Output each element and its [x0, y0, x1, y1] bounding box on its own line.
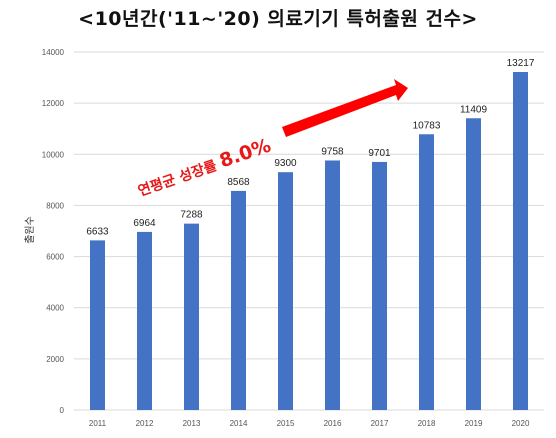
y-axis-ticks: 0 2000 4000 6000 8000 10000 12000 14000: [42, 48, 65, 415]
data-label: 6633: [86, 226, 109, 237]
growth-annotation: 연평균 성장률 8.0%: [134, 134, 273, 200]
growth-arrow-icon: [282, 79, 408, 137]
gridlines: [74, 51, 544, 411]
x-tick-label: 2018: [418, 419, 436, 428]
bar: [184, 223, 199, 410]
data-labels: 6633 6964 7288 8568 9300 9758 9701 10783 11409 13…: [86, 58, 534, 237]
x-tick-label: 2016: [324, 419, 342, 428]
x-tick-label: 2017: [371, 419, 389, 428]
bar: [513, 72, 528, 410]
y-tick-label: 6000: [46, 253, 64, 262]
data-label: 9701: [368, 148, 391, 159]
y-tick-label: 14000: [42, 48, 65, 57]
bar: [90, 240, 105, 410]
bars: [90, 72, 528, 411]
x-tick-label: 2015: [277, 419, 295, 428]
data-label: 8568: [227, 177, 250, 188]
data-label: 13217: [507, 58, 535, 69]
chart-title: <10년간('11~'20) 의료기기 특허출원 건수>: [78, 8, 478, 30]
x-tick-label: 2014: [230, 419, 248, 428]
x-tick-label: 2012: [136, 419, 154, 428]
data-label: 7288: [180, 210, 203, 221]
data-label: 10783: [413, 120, 441, 131]
data-label: 6964: [133, 218, 156, 229]
x-axis-ticks: 2011 2012 2013 2014 2015 2016 2017 2018 2019 2020: [89, 419, 530, 428]
y-tick-label: 2000: [46, 355, 64, 364]
x-tick-label: 2019: [465, 419, 483, 428]
bar: [466, 118, 481, 411]
bar: [137, 231, 152, 410]
x-tick-label: 2020: [512, 419, 530, 428]
data-label: 11409: [460, 104, 488, 115]
bar: [325, 160, 340, 410]
y-axis-label: 출원수: [24, 216, 36, 244]
growth-value: 8.0%: [217, 134, 274, 172]
y-tick-label: 4000: [46, 304, 64, 313]
y-tick-label: 10000: [42, 150, 65, 159]
data-label: 9300: [274, 158, 297, 169]
bar: [231, 190, 246, 410]
y-tick-label: 8000: [46, 201, 64, 210]
bar: [372, 161, 387, 410]
growth-label: 연평균 성장률: [136, 155, 224, 199]
x-tick-label: 2013: [183, 419, 201, 428]
y-tick-label: 0: [60, 406, 65, 415]
bar: [278, 172, 293, 410]
bar: [419, 134, 434, 410]
y-tick-label: 12000: [42, 99, 65, 108]
data-label: 9758: [321, 146, 344, 157]
x-tick-label: 2011: [89, 419, 107, 428]
